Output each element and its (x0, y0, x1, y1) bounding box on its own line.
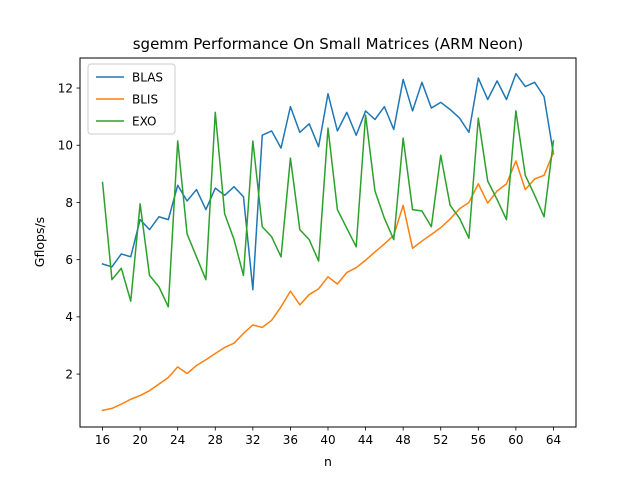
y-axis-label: Gflops/s (32, 217, 47, 267)
x-axis-ticks: 16 20 24 28 32 36 40 44 48 52 56 60 64 (95, 427, 561, 447)
y-tick-label: 8 (65, 196, 73, 210)
x-tick-label: 16 (95, 433, 110, 447)
x-tick-label: 60 (508, 433, 523, 447)
x-tick-label: 52 (433, 433, 448, 447)
legend: BLAS BLIS EXO (87, 63, 176, 135)
chart-title: sgemm Performance On Small Matrices (ARM… (133, 35, 524, 53)
legend-label-exo: EXO (132, 114, 156, 128)
x-tick-label: 24 (170, 433, 185, 447)
x-tick-label: 28 (208, 433, 223, 447)
x-tick-label: 48 (396, 433, 411, 447)
y-tick-label: 6 (65, 253, 73, 267)
x-tick-label: 40 (320, 433, 335, 447)
x-tick-label: 32 (245, 433, 260, 447)
y-axis-ticks: 2 4 6 8 10 12 (58, 81, 80, 381)
y-tick-label: 10 (58, 139, 73, 153)
series-line-blis (101, 151, 555, 412)
plot-lines (101, 72, 555, 412)
x-tick-label: 36 (283, 433, 298, 447)
x-tick-label: 56 (471, 433, 486, 447)
x-tick-label: 64 (546, 433, 561, 447)
legend-box (87, 63, 176, 135)
x-tick-label: 20 (132, 433, 147, 447)
x-tick-label: 44 (358, 433, 373, 447)
y-tick-label: 4 (65, 310, 73, 324)
series-line-exo (101, 110, 555, 308)
y-tick-label: 12 (58, 81, 73, 95)
series-line-blas (101, 72, 555, 291)
x-axis-label: n (324, 454, 332, 469)
legend-label-blis: BLIS (132, 92, 158, 106)
legend-label-blas: BLAS (132, 70, 163, 84)
y-tick-label: 2 (65, 367, 73, 381)
